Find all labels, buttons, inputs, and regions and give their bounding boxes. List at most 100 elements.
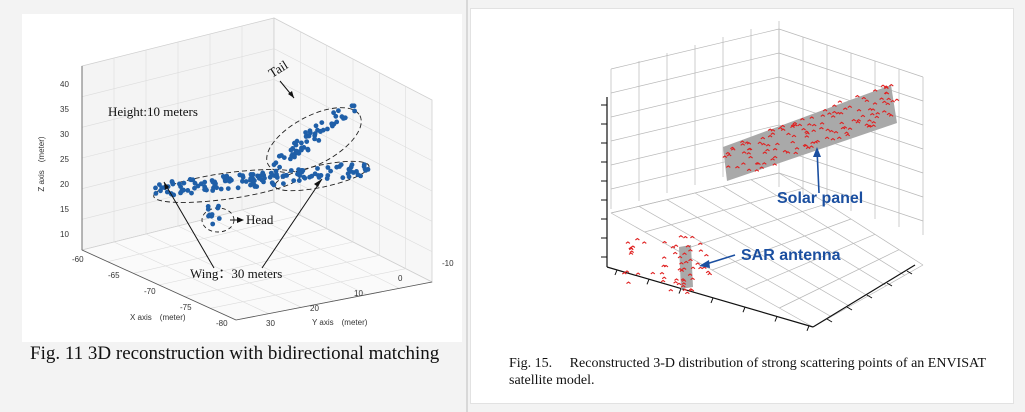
scatter-point	[273, 160, 279, 166]
scatter-point	[682, 252, 687, 256]
scatter-point	[225, 178, 230, 183]
scatter-point	[811, 123, 817, 127]
scatter-point	[765, 143, 771, 147]
scatter-point	[205, 204, 211, 209]
y-tick-label: -10	[442, 259, 454, 268]
scatter-point	[277, 164, 282, 170]
figure-15-caption: Fig. 15. Reconstructed 3-D distribution …	[509, 356, 986, 388]
scatter-point	[271, 182, 277, 188]
scatter-point	[847, 105, 853, 109]
scatter-point	[629, 250, 635, 254]
scatter-point	[336, 108, 341, 114]
scatter-point	[780, 128, 786, 131]
scatter-point	[281, 181, 286, 187]
scatter-point	[288, 168, 294, 173]
scatter-point	[894, 98, 900, 102]
scatter-point	[833, 130, 839, 134]
scatter-point	[871, 124, 876, 128]
scatter-point	[254, 184, 260, 190]
scatter-point	[679, 269, 685, 272]
scatter-point	[659, 271, 665, 275]
scatter-point	[661, 276, 667, 280]
scatter-point	[741, 151, 747, 154]
scatter-point	[790, 140, 796, 144]
scatter-point	[819, 122, 825, 125]
scatter-point	[870, 108, 876, 111]
scatter-point	[673, 244, 679, 248]
z-tick-label: 40	[60, 80, 69, 89]
scatter-point	[650, 271, 656, 275]
scatter-point	[829, 129, 834, 133]
scatter-point	[262, 175, 267, 181]
scatter-point	[202, 179, 208, 185]
scatter-point	[785, 151, 791, 154]
scatter-point	[662, 240, 667, 244]
figure-15-3d-scatter: Solar panel SAR antenna	[601, 21, 924, 331]
x-tick-label: -65	[108, 271, 120, 280]
scatter-point	[315, 166, 320, 171]
scatter-point	[735, 165, 740, 169]
scatter-point	[741, 162, 746, 165]
scatter-point	[856, 108, 862, 112]
scatter-point	[695, 262, 701, 265]
scatter-point	[760, 136, 766, 140]
sar-antenna-shape	[679, 245, 693, 289]
height-annotation: Height:10 meters	[108, 104, 198, 119]
scatter-point	[170, 181, 176, 187]
scatter-point	[832, 104, 837, 108]
scatter-point	[819, 126, 824, 130]
scatter-point	[761, 162, 767, 165]
wing-annotation: Wing：30 meters	[190, 266, 282, 281]
x-tick-label: -60	[72, 255, 84, 264]
scatter-point	[261, 179, 266, 185]
scatter-point	[292, 154, 297, 160]
scatter-point	[775, 142, 780, 146]
scatter-point	[881, 110, 887, 113]
scatter-point	[824, 136, 830, 140]
right-wing-ellipse	[274, 160, 370, 192]
scatter-point	[630, 245, 636, 248]
scatter-point	[192, 185, 197, 191]
x-tick-label: -75	[180, 303, 192, 312]
scatter-point	[660, 279, 666, 283]
scatter-point	[746, 168, 752, 172]
scatter-point	[215, 205, 221, 211]
scatter-point	[235, 185, 241, 191]
scatter-point	[882, 100, 887, 104]
scatter-point	[354, 169, 359, 174]
scatter-point	[730, 146, 735, 150]
scatter-point	[225, 186, 231, 192]
scatter-point	[772, 155, 778, 159]
x-tick-label: -80	[216, 319, 228, 328]
scatter-point	[625, 241, 631, 244]
scatter-point	[292, 140, 297, 146]
scatter-point	[303, 130, 308, 135]
z-axis-label: Z axis (meter)	[37, 136, 46, 191]
scatter-point	[189, 190, 194, 196]
scatter-point	[626, 281, 631, 285]
scatter-point	[772, 147, 778, 151]
scatter-point	[338, 162, 344, 168]
scatter-point	[730, 148, 736, 151]
scatter-point	[670, 245, 676, 249]
scatter-point	[888, 114, 894, 117]
scatter-point	[770, 158, 775, 161]
scatter-point	[856, 119, 862, 122]
scatter-point	[791, 134, 797, 138]
scatter-point	[291, 178, 297, 184]
z-tick-label: 30	[60, 130, 69, 139]
scatter-point	[258, 173, 264, 179]
scatter-point	[283, 173, 289, 178]
scatter-point	[886, 97, 892, 101]
scatter-point	[786, 132, 791, 136]
scatter-point	[701, 266, 707, 269]
scatter-point	[845, 133, 851, 137]
scatter-point	[363, 168, 368, 173]
scatter-point	[682, 288, 688, 292]
scatter-point	[825, 128, 831, 132]
scatter-point	[747, 147, 753, 151]
scatter-point	[839, 121, 845, 125]
scatter-point	[794, 147, 800, 150]
scatter-point	[855, 120, 861, 124]
scatter-point	[349, 162, 355, 168]
